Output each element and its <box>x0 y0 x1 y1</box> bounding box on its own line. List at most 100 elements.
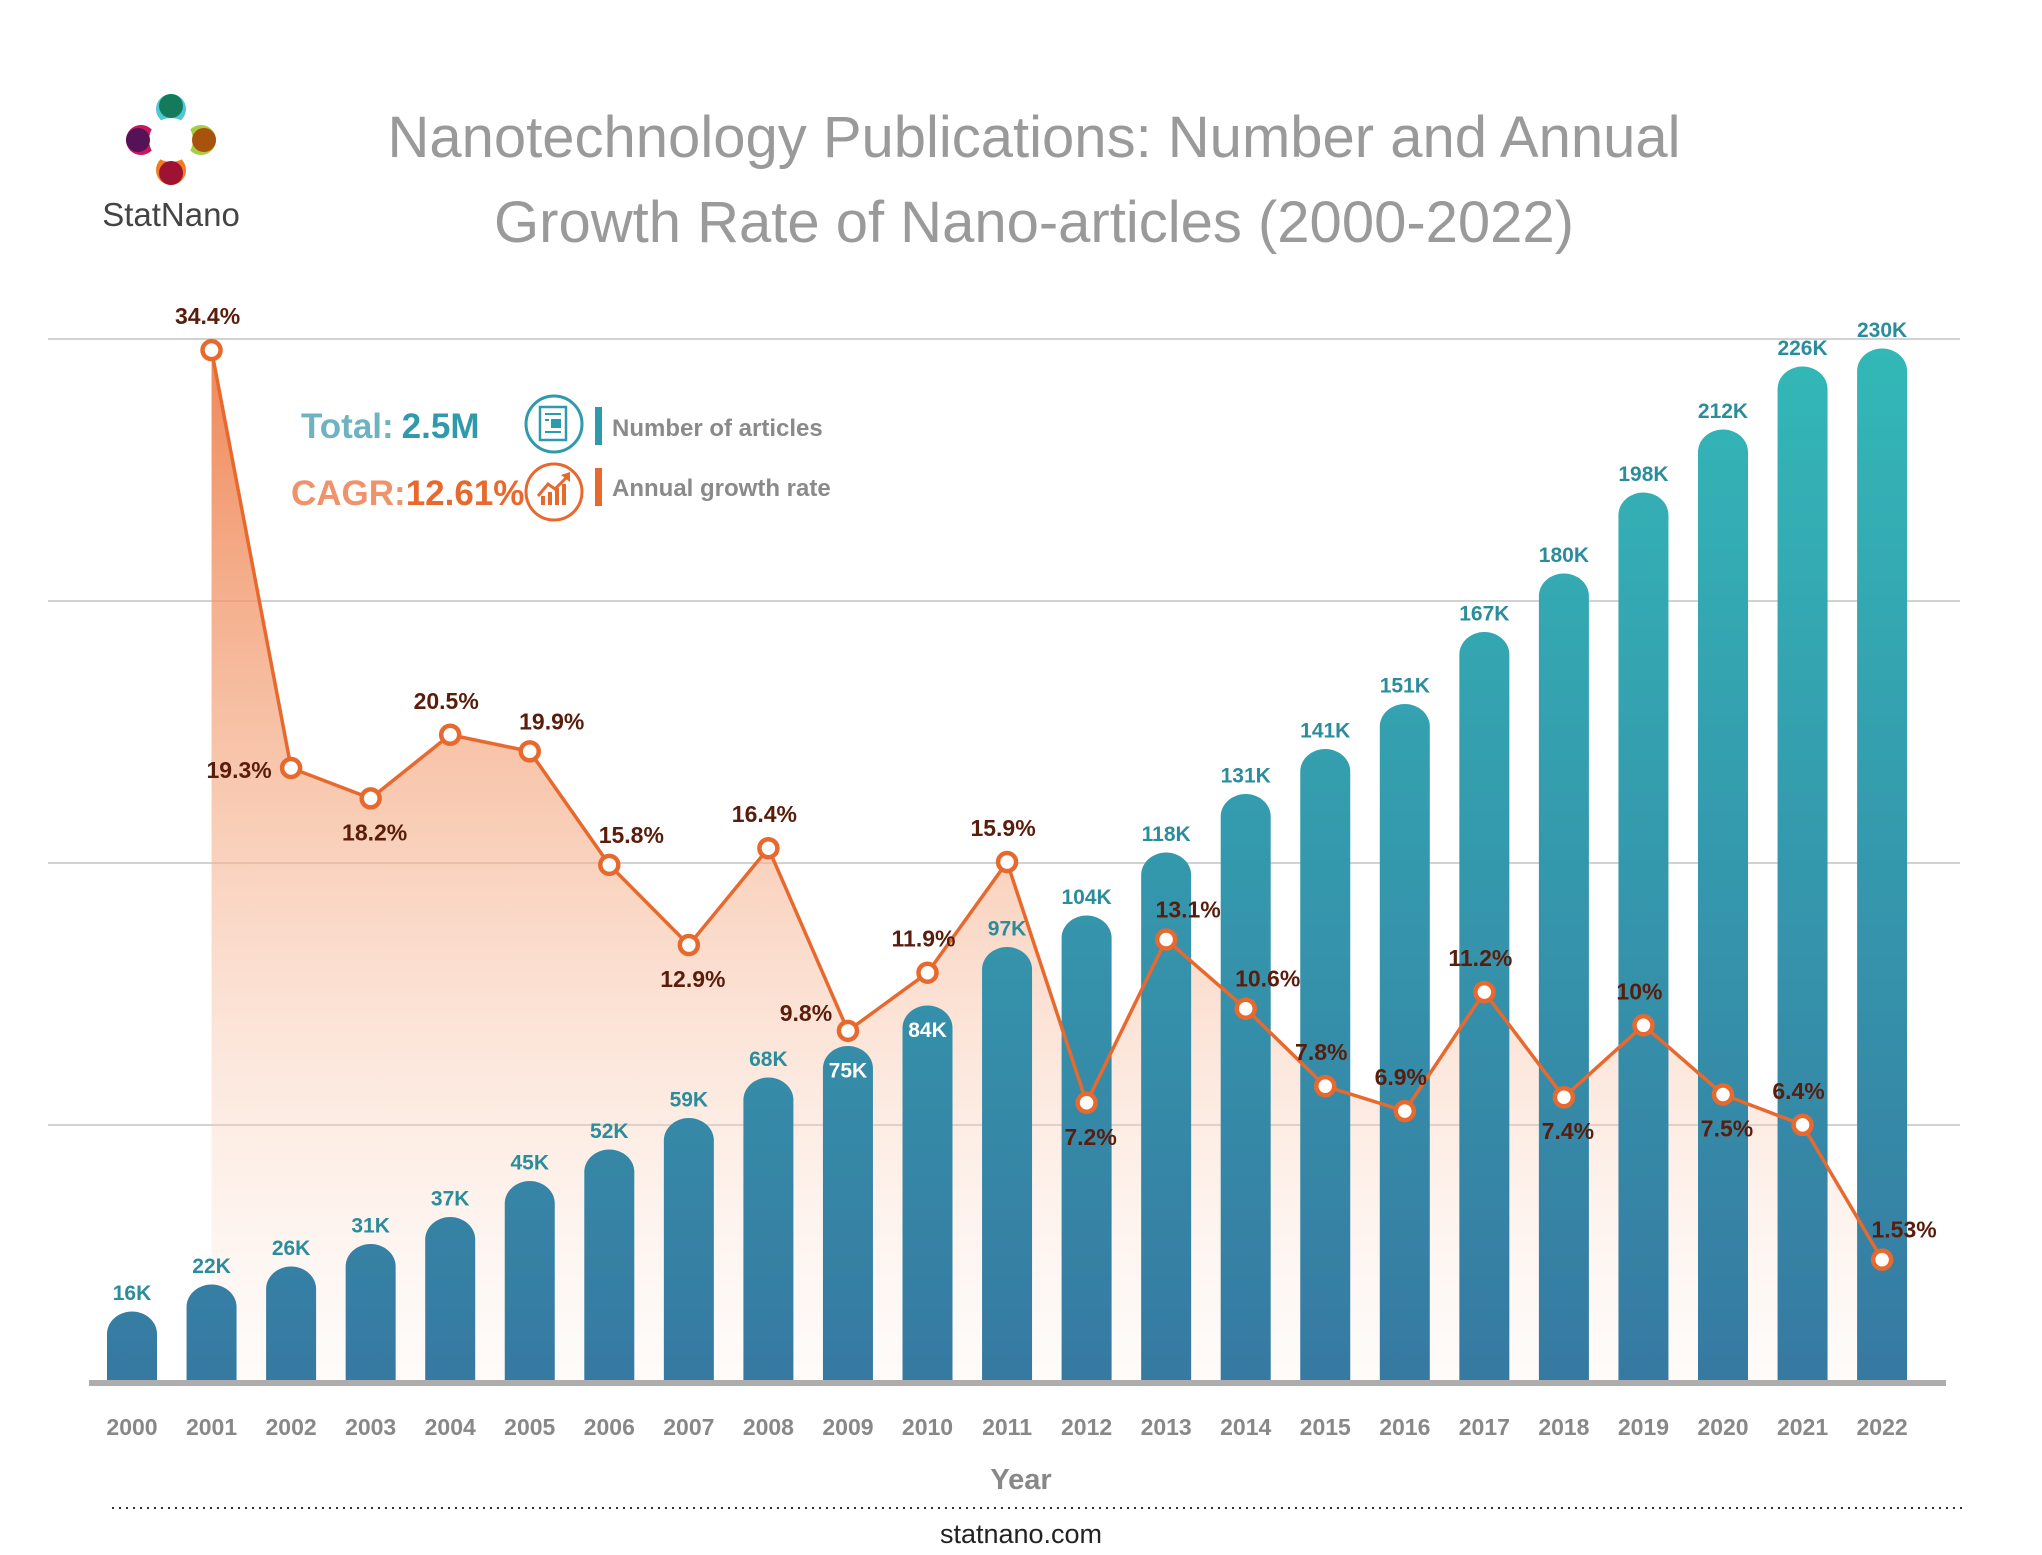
growth-label-2017: 11.2% <box>1448 945 1512 971</box>
growth-point-2013 <box>1154 928 1178 951</box>
bar-label-2004: 37K <box>431 1188 470 1211</box>
bar-label-2019: 198K <box>1618 463 1668 486</box>
bar-2018 <box>1538 573 1589 1381</box>
x-tick-label-2000: 2000 <box>106 1414 157 1440</box>
growth-label-2011: 15.9% <box>970 815 1035 841</box>
bar-2002 <box>266 1266 317 1381</box>
x-tick-label-2014: 2014 <box>1220 1414 1271 1440</box>
x-tick-label-2020: 2020 <box>1697 1414 1748 1440</box>
total-summary: Total: 2.5M <box>301 407 479 446</box>
growth-label-2006: 15.8% <box>599 822 664 848</box>
legend-label-growth: Annual growth rate <box>612 475 831 502</box>
bar-2004 <box>425 1217 476 1381</box>
bar-label-2012: 104K <box>1061 886 1111 909</box>
newspaper-icon <box>524 394 584 454</box>
growth-label-2022: 1.53% <box>1871 1217 1936 1243</box>
bar-2019 <box>1618 492 1669 1381</box>
statnano-logo <box>126 94 216 185</box>
bar-label-2007: 59K <box>670 1089 709 1112</box>
bar-2005 <box>504 1181 555 1381</box>
growth-line <box>209 349 1884 1261</box>
chart-title-line-1: Nanotechnology Publications: Number and … <box>388 105 1681 170</box>
bar-2017 <box>1459 632 1510 1381</box>
growth-point-2019 <box>1632 1014 1655 1037</box>
growth-label-2015: 7.8% <box>1295 1039 1347 1065</box>
growth-label-2012: 7.2% <box>1064 1124 1116 1150</box>
growth-point-2012 <box>1075 1091 1098 1115</box>
growth-label-2020: 7.5% <box>1701 1115 1753 1141</box>
bar-2012 <box>1061 915 1112 1381</box>
bar-label-2008: 68K <box>749 1048 788 1071</box>
growth-label-2019: 10% <box>1616 978 1662 1004</box>
footer-website: statnano.com <box>940 1519 1102 1549</box>
x-tick-label-2016: 2016 <box>1379 1414 1430 1440</box>
growth-label-2003: 18.2% <box>342 819 407 845</box>
bar-label-2010: 84K <box>908 1019 947 1042</box>
growth-point-2018 <box>1552 1085 1576 1109</box>
x-tick-label-2015: 2015 <box>1300 1414 1351 1440</box>
growth-label-2009: 9.8% <box>780 1000 832 1026</box>
bar-label-2022: 230K <box>1857 319 1907 342</box>
x-tick-label-2003: 2003 <box>345 1414 396 1440</box>
growth-point-2020 <box>1711 1083 1735 1106</box>
x-tick-label-2008: 2008 <box>743 1414 794 1440</box>
bar-2015 <box>1300 749 1351 1381</box>
bar-label-2009: 75K <box>829 1060 868 1083</box>
growth-label-2002: 19.3% <box>206 757 271 783</box>
growth-point-2007 <box>677 933 701 957</box>
x-tick-label-2009: 2009 <box>822 1414 873 1440</box>
chart-title-line-2: Growth Rate of Nano-articles (2000-2022) <box>494 190 1574 255</box>
growth-point-2014 <box>1234 997 1257 1020</box>
growth-chart-icon <box>524 462 584 522</box>
growth-label-2013: 13.1% <box>1156 897 1221 923</box>
bar-2014 <box>1220 794 1271 1381</box>
bar-label-2016: 151K <box>1380 675 1430 698</box>
growth-label-2014: 10.6% <box>1235 966 1300 992</box>
x-tick-label-2011: 2011 <box>982 1414 1032 1440</box>
growth-label-2021: 6.4% <box>1772 1078 1824 1104</box>
growth-label-2008: 16.4% <box>732 801 797 827</box>
x-axis-title: Year <box>990 1464 1051 1496</box>
growth-label-2007: 12.9% <box>660 966 725 992</box>
bar-label-2005: 45K <box>510 1152 549 1175</box>
x-tick-label-2022: 2022 <box>1857 1414 1908 1440</box>
cagr-value: 12.61% <box>406 474 525 513</box>
bar-label-2021: 226K <box>1777 337 1827 360</box>
bar-label-2011: 97K <box>988 918 1027 941</box>
bar-label-2002: 26K <box>272 1237 311 1260</box>
bar-label-2006: 52K <box>590 1120 629 1143</box>
x-tick-label-2005: 2005 <box>504 1414 555 1440</box>
x-tick-label-2019: 2019 <box>1618 1414 1669 1440</box>
legend-swatch-articles <box>595 407 602 445</box>
bar-2003 <box>345 1244 396 1381</box>
bar-2020 <box>1698 429 1748 1382</box>
x-axis-line <box>89 1380 1946 1386</box>
growth-label-2018: 7.4% <box>1542 1118 1594 1144</box>
growth-point-2001 <box>200 338 223 362</box>
bar-label-2013: 118K <box>1142 823 1191 846</box>
bar-2008 <box>743 1077 794 1381</box>
growth-point-2002 <box>279 756 303 780</box>
bar-2016 <box>1379 704 1430 1381</box>
x-tick-label-2010: 2010 <box>902 1414 953 1440</box>
total-label: Total: <box>301 407 394 446</box>
bar-label-2018: 180K <box>1539 544 1589 567</box>
growth-label-2010: 11.9% <box>892 926 956 952</box>
bar-label-2020: 212K <box>1698 400 1748 423</box>
growth-point-2022 <box>1870 1248 1894 1271</box>
growth-point-2015 <box>1314 1074 1337 1098</box>
growth-label-2005: 19.9% <box>519 708 584 734</box>
legend-label-articles: Number of articles <box>612 415 823 442</box>
cagr-summary: CAGR:12.61% <box>291 474 524 513</box>
x-tick-label-2021: 2021 <box>1777 1414 1828 1440</box>
x-tick-label-2007: 2007 <box>663 1414 714 1440</box>
cagr-label: CAGR: <box>291 474 406 513</box>
bar-2013 <box>1141 852 1192 1381</box>
x-tick-label-2018: 2018 <box>1538 1414 1589 1440</box>
growth-point-2008 <box>757 836 780 860</box>
bar-2022 <box>1857 348 1908 1382</box>
legend-swatch-growth <box>595 468 602 506</box>
x-tick-label-2001: 2001 <box>186 1414 237 1440</box>
x-tick-label-2004: 2004 <box>425 1414 476 1440</box>
total-value: 2.5M <box>402 407 480 446</box>
